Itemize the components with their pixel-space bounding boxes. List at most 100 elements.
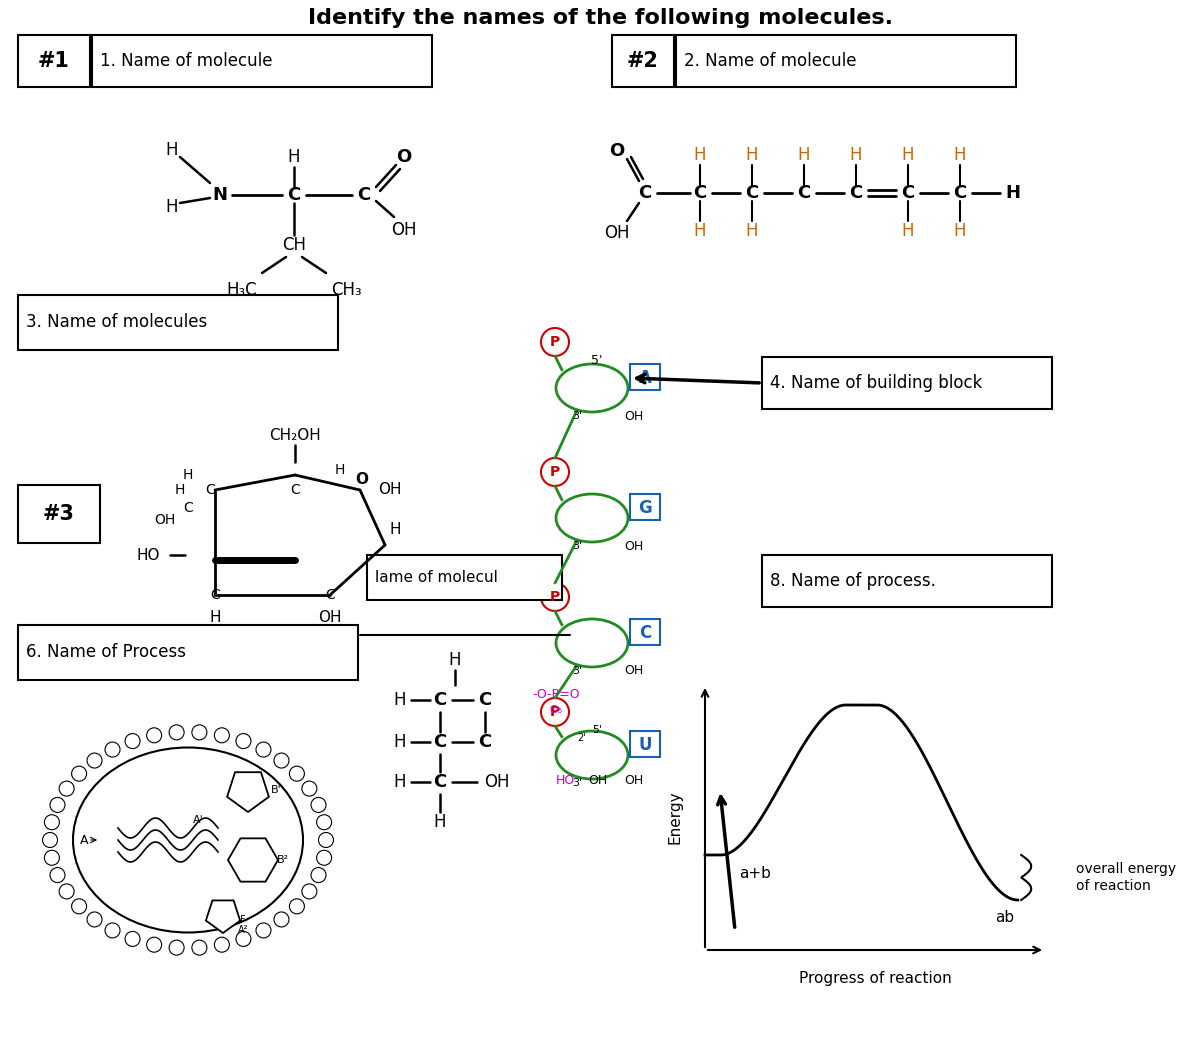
- Text: H: H: [449, 651, 461, 669]
- Circle shape: [302, 884, 317, 899]
- Ellipse shape: [73, 748, 302, 933]
- Text: C: C: [745, 184, 758, 202]
- Text: P: P: [550, 335, 560, 349]
- Circle shape: [318, 833, 334, 848]
- Bar: [367, 555, 562, 601]
- Text: HO: HO: [556, 773, 575, 786]
- Circle shape: [274, 753, 289, 768]
- Circle shape: [59, 884, 74, 899]
- Circle shape: [236, 932, 251, 946]
- Text: C: C: [210, 588, 220, 602]
- Text: H: H: [798, 146, 810, 164]
- Text: C: C: [901, 184, 914, 202]
- Text: H: H: [394, 691, 407, 709]
- Text: CH₂OH: CH₂OH: [269, 428, 320, 442]
- Text: 3': 3': [572, 541, 582, 551]
- Text: 5': 5': [592, 725, 602, 735]
- Text: H: H: [166, 198, 179, 216]
- Text: A²: A²: [238, 925, 248, 935]
- Text: OH: OH: [624, 539, 643, 553]
- Circle shape: [317, 815, 331, 830]
- Bar: [676, 35, 1016, 87]
- Text: A': A': [193, 815, 203, 825]
- Text: H: H: [175, 483, 185, 497]
- Bar: [18, 295, 338, 350]
- Text: OH: OH: [624, 773, 643, 786]
- Text: H: H: [954, 222, 966, 240]
- Bar: [18, 625, 358, 680]
- Text: H: H: [433, 813, 446, 831]
- Text: OH: OH: [624, 410, 643, 422]
- Circle shape: [146, 728, 162, 743]
- Text: H: H: [901, 222, 914, 240]
- Text: OH: OH: [605, 224, 630, 242]
- Text: 2. Name of molecule: 2. Name of molecule: [684, 52, 857, 70]
- Circle shape: [311, 868, 326, 883]
- Text: G: G: [638, 499, 652, 517]
- Text: Energy: Energy: [667, 790, 683, 845]
- Circle shape: [541, 698, 569, 726]
- Text: CH: CH: [282, 236, 306, 254]
- Text: B': B': [271, 785, 281, 795]
- Circle shape: [42, 833, 58, 848]
- Circle shape: [44, 850, 59, 866]
- Text: #1: #1: [38, 51, 70, 71]
- Text: H: H: [954, 146, 966, 164]
- Circle shape: [302, 781, 317, 796]
- Text: -O-P=O: -O-P=O: [532, 689, 580, 701]
- Text: H: H: [694, 146, 707, 164]
- Text: ab: ab: [995, 910, 1014, 925]
- Text: 5': 5': [592, 353, 602, 366]
- Circle shape: [289, 766, 305, 781]
- Circle shape: [317, 850, 331, 866]
- Text: C: C: [953, 184, 967, 202]
- Text: C: C: [479, 691, 492, 709]
- Text: OH: OH: [318, 609, 342, 625]
- Text: a+b: a+b: [739, 866, 770, 881]
- Text: CH₃: CH₃: [331, 281, 361, 299]
- Text: O₅: O₅: [550, 705, 563, 715]
- Text: Identify the names of the following molecules.: Identify the names of the following mole…: [307, 8, 893, 28]
- Text: C: C: [358, 186, 371, 204]
- Circle shape: [50, 868, 65, 883]
- Text: Progress of reaction: Progress of reaction: [799, 971, 952, 986]
- Circle shape: [72, 766, 86, 781]
- Text: 3': 3': [572, 666, 582, 676]
- Text: C: C: [479, 733, 492, 751]
- Bar: [630, 619, 660, 645]
- Circle shape: [541, 582, 569, 611]
- Text: C: C: [433, 691, 446, 709]
- Circle shape: [169, 940, 184, 955]
- Text: H: H: [901, 146, 914, 164]
- Text: C: C: [433, 733, 446, 751]
- Text: #3: #3: [43, 504, 74, 524]
- Bar: [630, 494, 660, 520]
- Text: 3. Name of molecules: 3. Name of molecules: [26, 313, 208, 331]
- Text: A: A: [638, 369, 652, 387]
- Text: C: C: [205, 483, 215, 497]
- Text: O: O: [396, 147, 412, 166]
- Text: C: C: [287, 186, 301, 204]
- Circle shape: [72, 899, 86, 914]
- Text: C: C: [325, 588, 335, 602]
- Circle shape: [192, 725, 206, 740]
- Circle shape: [88, 753, 102, 768]
- Circle shape: [59, 781, 74, 796]
- Text: C: C: [850, 184, 863, 202]
- Text: O: O: [355, 472, 368, 487]
- Text: C: C: [797, 184, 811, 202]
- Text: #2: #2: [628, 51, 659, 71]
- Circle shape: [311, 798, 326, 813]
- Text: C: C: [638, 624, 652, 642]
- Text: H: H: [745, 146, 758, 164]
- Text: OH: OH: [155, 514, 175, 527]
- Circle shape: [215, 937, 229, 952]
- Text: 6. Name of Process: 6. Name of Process: [26, 643, 186, 661]
- Text: H: H: [182, 468, 193, 482]
- Text: N: N: [212, 186, 228, 204]
- Text: overall energy
of reaction: overall energy of reaction: [1076, 863, 1176, 892]
- Text: 3': 3': [572, 411, 582, 421]
- Circle shape: [541, 328, 569, 356]
- Circle shape: [274, 912, 289, 927]
- Circle shape: [88, 912, 102, 927]
